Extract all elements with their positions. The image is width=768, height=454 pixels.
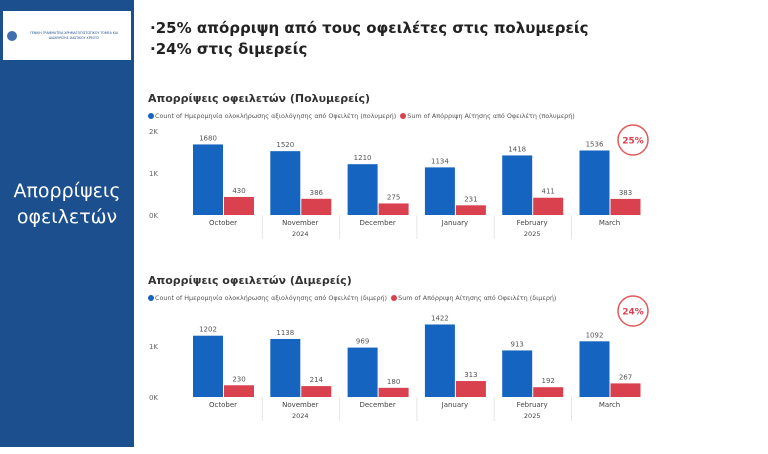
legend-dot-red bbox=[391, 295, 398, 301]
data-label: 1092 bbox=[586, 331, 604, 339]
bar-rejections bbox=[378, 203, 409, 215]
data-label: 1520 bbox=[276, 141, 294, 149]
badge-percent: 24% bbox=[622, 308, 644, 318]
logo: ΓΕΝΙΚΗ ΓΡΑΜΜΑΤΕΙΑ ΧΡΗΜΑΤΟΠΙΣΤΩΤΙΚΟΥ ΤΟΜΕ… bbox=[3, 8, 131, 60]
legend-dot-red bbox=[400, 113, 407, 119]
year-label: 2024 bbox=[292, 230, 309, 238]
chart1-title: Απορρίψεις οφειλετών (Πολυμερείς) bbox=[148, 92, 371, 105]
bar-count bbox=[347, 347, 378, 397]
x-tick-label: March bbox=[599, 401, 620, 409]
sidebar bbox=[0, 0, 134, 447]
data-label: 192 bbox=[542, 377, 555, 385]
headline-line1: ·25% απόρριψη από τους οφειλέτες στις πο… bbox=[150, 19, 589, 37]
data-label: 1202 bbox=[199, 326, 217, 334]
data-label: 1210 bbox=[354, 154, 372, 162]
year-label: 2025 bbox=[524, 412, 541, 420]
legend-dot-blue bbox=[148, 295, 154, 301]
x-tick-label: October bbox=[209, 219, 237, 227]
year-label: 2024 bbox=[292, 412, 309, 420]
bar-rejections bbox=[455, 205, 486, 215]
bar-count bbox=[424, 324, 455, 397]
headline-line2: ·24% στις διμερείς bbox=[150, 40, 308, 58]
x-tick-label: January bbox=[441, 401, 469, 409]
x-tick-label: March bbox=[599, 219, 620, 227]
y-tick-label: 1K bbox=[149, 170, 158, 178]
data-label: 969 bbox=[356, 338, 369, 346]
legend-item[interactable]: Sum of Απόρριψη Αίτησης από Οφειλέτη (πο… bbox=[407, 112, 575, 120]
data-label: 230 bbox=[232, 375, 245, 383]
data-label: 383 bbox=[619, 189, 632, 197]
x-tick-label: December bbox=[359, 401, 395, 409]
logo-text: ΓΕΝΙΚΗ ΓΡΑΜΜΑΤΕΙΑ ΧΡΗΜΑΤΟΠΙΣΤΩΤΙΚΟΥ ΤΟΜΕ… bbox=[30, 30, 118, 40]
bar-rejections bbox=[224, 196, 254, 215]
sidebar-title: Απορρίψεις οφειλετών bbox=[13, 180, 121, 228]
y-tick-label: 2K bbox=[149, 128, 158, 136]
data-label: 411 bbox=[542, 188, 555, 196]
bar-count bbox=[270, 338, 301, 397]
year-label: 2025 bbox=[524, 230, 541, 238]
bar-count bbox=[502, 155, 533, 215]
data-label: 1134 bbox=[431, 157, 449, 165]
data-label: 1422 bbox=[431, 314, 449, 322]
legend-item[interactable]: Count of Ημερομηνία ολοκλήρωσης αξιολόγη… bbox=[155, 294, 388, 302]
y-tick-label: 0K bbox=[149, 212, 158, 220]
legend-item[interactable]: Sum of Απόρριψη Αίτησης από Οφειλέτη (δι… bbox=[398, 294, 557, 302]
bar-rejections bbox=[455, 381, 486, 397]
data-label: 1418 bbox=[508, 145, 526, 153]
data-label: 214 bbox=[310, 376, 324, 384]
bar-count bbox=[347, 164, 378, 215]
legend-dot-blue bbox=[148, 113, 154, 119]
y-tick-label: 0K bbox=[149, 394, 158, 402]
emblem-icon bbox=[7, 30, 17, 41]
bar-rejections bbox=[533, 197, 564, 215]
bar-count bbox=[193, 335, 223, 397]
data-label: 231 bbox=[464, 195, 477, 203]
data-label: 267 bbox=[619, 373, 632, 381]
x-tick-label: December bbox=[359, 219, 395, 227]
data-label: 1138 bbox=[276, 329, 294, 337]
chart1-legend: Count of Ημερομηνία ολοκλήρωσης αξιολόγη… bbox=[148, 112, 575, 120]
badge-percent: 25% bbox=[622, 137, 644, 147]
bar-count bbox=[270, 151, 301, 215]
data-label: 386 bbox=[310, 189, 324, 197]
bar-count bbox=[193, 144, 223, 215]
x-tick-label: February bbox=[517, 219, 548, 227]
bar-rejections bbox=[301, 386, 332, 397]
bar-rejections bbox=[610, 383, 641, 397]
bar-count bbox=[579, 150, 610, 215]
bar-count bbox=[424, 167, 455, 215]
data-label: 275 bbox=[387, 193, 400, 201]
chart2-legend: Count of Ημερομηνία ολοκλήρωσης αξιολόγη… bbox=[148, 294, 556, 302]
bar-rejections bbox=[224, 385, 254, 397]
data-label: 430 bbox=[232, 187, 245, 195]
x-tick-label: November bbox=[282, 219, 319, 227]
badge-circle bbox=[617, 124, 649, 156]
data-label: 1536 bbox=[586, 140, 604, 148]
x-tick-label: January bbox=[441, 219, 469, 227]
bar-count bbox=[579, 341, 610, 397]
legend-item[interactable]: Count of Ημερομηνία ολοκλήρωσης αξιολόγη… bbox=[155, 112, 397, 120]
bar-rejections bbox=[533, 387, 564, 397]
y-tick-label: 1K bbox=[149, 343, 158, 351]
data-label: 180 bbox=[387, 378, 400, 386]
bar-rejections bbox=[301, 198, 332, 215]
bar-count bbox=[502, 350, 533, 397]
data-label: 913 bbox=[511, 340, 524, 348]
headline: ·25% απόρριψη από τους οφειλέτες στις πο… bbox=[150, 18, 589, 60]
x-tick-label: October bbox=[209, 401, 237, 409]
x-tick-label: February bbox=[517, 401, 548, 409]
bar-rejections bbox=[610, 198, 641, 215]
x-tick-label: November bbox=[282, 401, 319, 409]
chart2-title: Απορρίψεις οφειλετών (Διμερείς) bbox=[148, 274, 352, 287]
bar-rejections bbox=[378, 387, 409, 397]
badge-circle bbox=[617, 295, 649, 327]
data-label: 1680 bbox=[199, 134, 217, 142]
data-label: 313 bbox=[464, 371, 477, 379]
